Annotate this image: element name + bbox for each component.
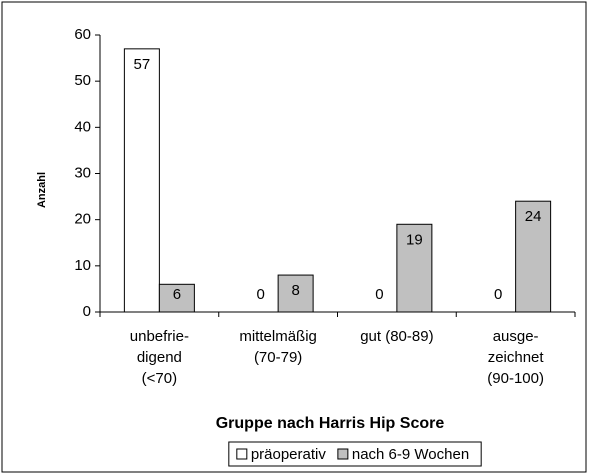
y-tick-label: 40: [74, 118, 91, 135]
y-tick-label: 30: [74, 164, 91, 181]
data-label: 8: [291, 282, 299, 299]
legend-box: [228, 441, 482, 467]
y-tick-label: 50: [74, 72, 91, 89]
x-tick-label: gut (80-89): [360, 328, 433, 345]
data-label: 57: [134, 56, 151, 73]
data-label: 24: [525, 208, 542, 225]
y-tick-label: 10: [74, 257, 91, 274]
y-tick-label: 60: [74, 26, 91, 43]
legend-swatch: [337, 448, 349, 460]
legend-label: präoperativ: [251, 446, 327, 463]
x-tick-label: mittelmäßig: [239, 328, 317, 345]
y-tick-label: 20: [74, 211, 91, 228]
bar: [515, 200, 552, 313]
x-tick-label: (<70): [142, 370, 177, 387]
y-tick-label: 0: [83, 303, 91, 320]
data-label: 19: [406, 231, 423, 248]
data-label: 0: [375, 286, 383, 303]
x-tick-label: zeichnet: [488, 349, 545, 366]
x-tick-label: ausge-: [493, 328, 539, 345]
data-label: 6: [173, 286, 181, 303]
x-tick-label: (90-100): [487, 370, 544, 387]
x-tick-label: (70-79): [254, 349, 302, 366]
bar: [158, 283, 195, 313]
bar: [123, 48, 160, 313]
legend-label: nach 6-9 Wochen: [352, 446, 469, 463]
x-axis-label: Gruppe nach Harris Hip Score: [216, 415, 445, 432]
data-label: 0: [494, 286, 502, 303]
y-axis-label: Anzahl: [36, 172, 48, 208]
bar: [277, 274, 314, 313]
x-tick-label: unbefrie-: [130, 328, 189, 345]
data-label: 0: [256, 286, 264, 303]
bar: [396, 223, 433, 313]
legend-swatch: [236, 448, 248, 460]
x-tick-label: digend: [137, 349, 182, 366]
